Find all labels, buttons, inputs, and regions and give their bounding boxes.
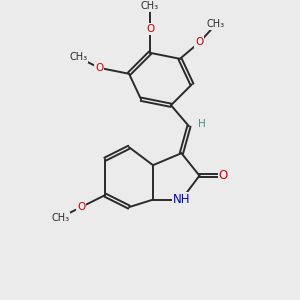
Text: O: O [195, 37, 204, 47]
Text: O: O [219, 169, 228, 182]
Text: NH: NH [173, 193, 190, 206]
Text: O: O [95, 63, 103, 73]
Text: O: O [77, 202, 85, 212]
Text: CH₃: CH₃ [141, 2, 159, 11]
Text: O: O [146, 24, 154, 34]
Text: CH₃: CH₃ [69, 52, 87, 62]
Text: CH₃: CH₃ [207, 19, 225, 29]
Text: CH₃: CH₃ [51, 213, 69, 223]
Text: H: H [198, 119, 206, 129]
